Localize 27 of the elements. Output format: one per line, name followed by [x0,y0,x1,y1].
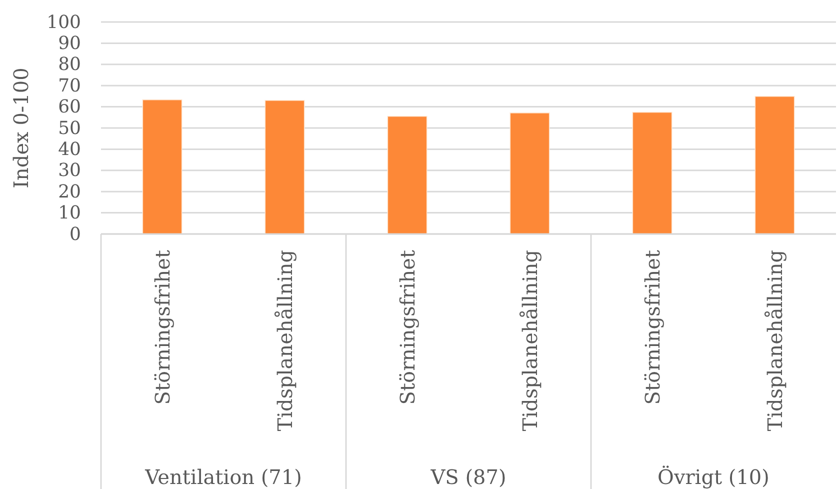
y-tick-label: 20 [58,181,81,202]
x-tick-label: Tidsplanehållning [518,250,542,432]
bar [632,112,672,234]
text: Övrigt (10) [658,465,770,489]
y-tick-label: 0 [70,224,81,245]
x-tick-label: Tidsplanehållning [272,250,297,432]
y-tick-label: 80 [58,54,81,76]
bar [264,100,305,234]
text: VS (87) [430,465,506,489]
text: Ventilation (71) [144,465,302,489]
bar [510,112,550,234]
y-tick-label: 10 [58,202,81,224]
y-tick-label: 90 [58,32,81,54]
bar [754,96,795,234]
y-tick-label: 30 [58,160,81,182]
x-tick-label: Störningsfrihet [150,250,174,405]
y-axis-title: Index 0-100 [9,68,33,188]
x-tick-label: Tidsplanehållning [762,250,787,432]
y-tick-label: 70 [58,75,81,96]
y-tick-label: 60 [58,96,81,118]
x-tick-label: Störningsfrihet [395,250,420,405]
y-tick-label: 50 [58,118,81,139]
bar [142,99,182,234]
bar [387,116,428,234]
y-tick-label: 40 [58,138,81,160]
x-tick-label: Störningsfrihet [640,250,664,405]
y-tick-label: 100 [46,12,81,33]
